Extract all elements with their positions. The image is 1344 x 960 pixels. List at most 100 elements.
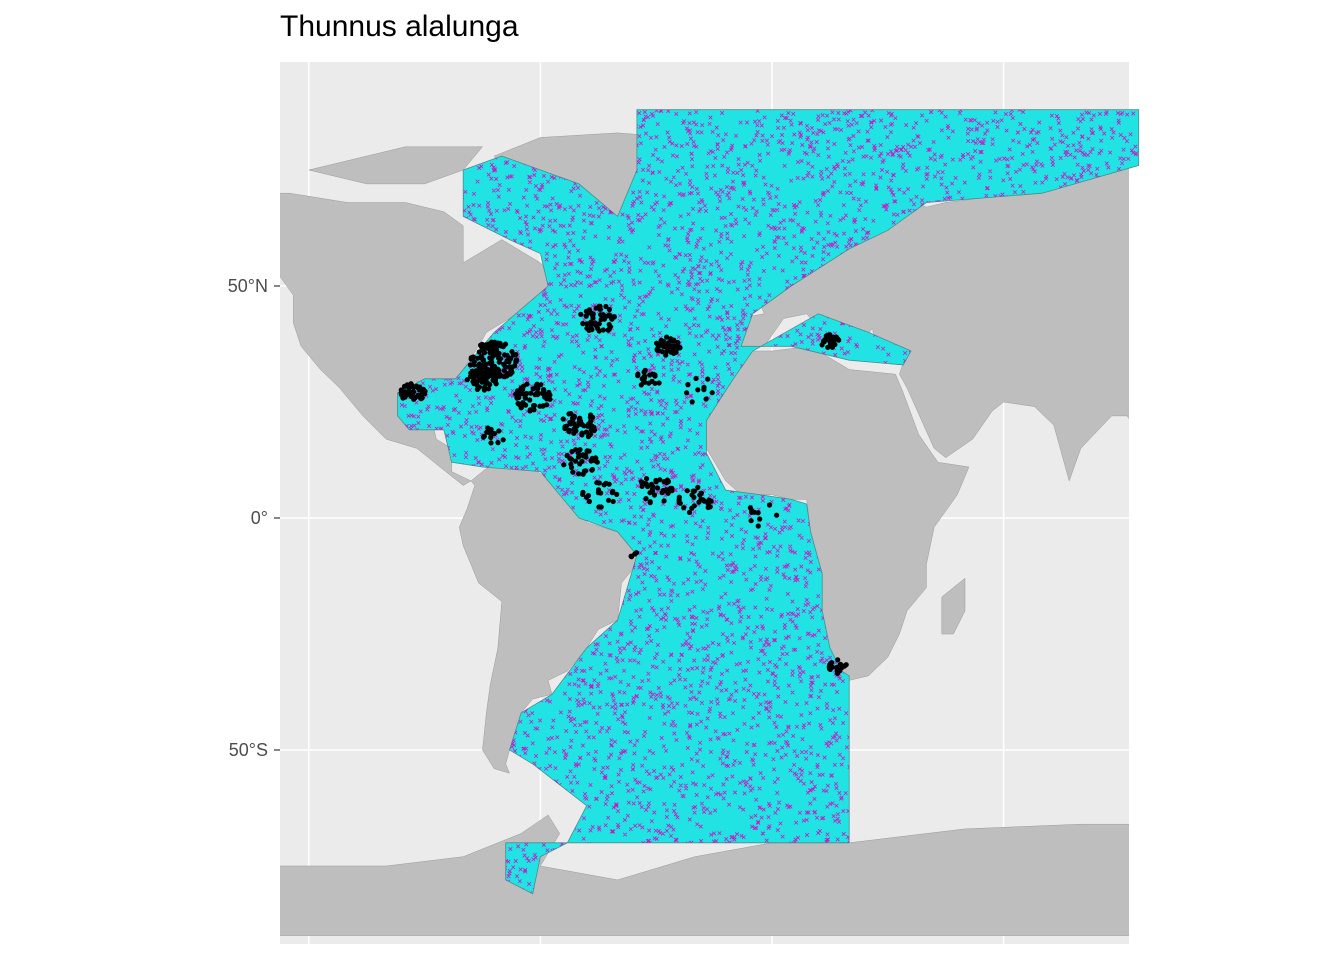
occurrence-point xyxy=(567,419,573,426)
occurrence-point xyxy=(497,340,503,346)
occurrence-point xyxy=(685,382,691,388)
occurrence-point xyxy=(643,481,649,487)
occurrence-point xyxy=(572,458,579,464)
occurrence-point xyxy=(488,434,494,441)
occurrence-point xyxy=(537,403,543,409)
occurrence-point xyxy=(496,359,502,365)
occurrence-point xyxy=(705,376,711,382)
occurrence-point xyxy=(566,428,572,435)
occurrence-point xyxy=(531,407,537,413)
occurrence-point xyxy=(530,386,536,392)
occurrence-point xyxy=(827,338,833,344)
occurrence-point xyxy=(575,454,582,460)
occurrence-point xyxy=(584,321,590,327)
occurrence-point xyxy=(596,321,602,327)
occurrence-point xyxy=(835,657,841,663)
occurrence-point xyxy=(748,518,754,524)
occurrence-point xyxy=(506,359,512,365)
occurrence-point xyxy=(681,505,687,511)
occurrence-point xyxy=(664,334,670,340)
occurrence-point xyxy=(663,352,669,358)
occurrence-point xyxy=(481,350,488,356)
occurrence-point xyxy=(500,437,506,443)
occurrence-point xyxy=(421,390,427,396)
occurrence-point xyxy=(575,450,581,456)
occurrence-point xyxy=(417,384,423,390)
occurrence-points xyxy=(398,303,849,676)
occurrence-point xyxy=(464,377,470,383)
occurrence-point xyxy=(684,488,690,494)
occurrence-point xyxy=(598,490,604,496)
occurrence-point xyxy=(496,355,502,361)
occurrence-point xyxy=(491,375,497,381)
occurrence-point xyxy=(534,390,540,396)
occurrence-point xyxy=(476,384,483,390)
occurrence-point xyxy=(487,355,493,361)
occurrence-point xyxy=(577,416,583,422)
occurrence-point xyxy=(486,360,492,366)
occurrence-point xyxy=(669,485,675,491)
occurrence-point xyxy=(693,375,699,382)
occurrence-point xyxy=(472,378,479,384)
occurrence-point xyxy=(649,486,656,492)
land-madagascar xyxy=(941,577,966,635)
occurrence-point xyxy=(400,395,406,401)
occurrence-point xyxy=(592,320,598,326)
occurrence-point xyxy=(600,327,606,333)
occurrence-point xyxy=(480,434,487,440)
occurrence-point xyxy=(496,428,502,434)
occurrence-point xyxy=(527,397,533,403)
occurrence-point xyxy=(606,306,613,313)
occurrence-point xyxy=(585,434,592,440)
occurrence-point xyxy=(583,313,589,319)
occurrence-point xyxy=(827,332,833,338)
occurrence-point xyxy=(703,396,709,402)
occurrence-point xyxy=(477,366,483,372)
occurrence-point xyxy=(481,371,487,377)
occurrence-point xyxy=(583,308,590,314)
occurrence-point xyxy=(585,493,592,499)
occurrence-point xyxy=(586,448,592,454)
occurrence-point xyxy=(486,386,492,392)
occurrence-point xyxy=(471,362,477,368)
y-tick-label: 50°N xyxy=(228,276,268,296)
occurrence-point xyxy=(819,342,825,348)
occurrence-point xyxy=(469,368,476,374)
map-title: Thunnus alalunga xyxy=(280,10,519,43)
occurrence-point xyxy=(652,380,658,386)
occurrence-point xyxy=(592,458,598,464)
occurrence-point xyxy=(571,426,577,432)
occurrence-point xyxy=(831,336,837,342)
occurrence-point xyxy=(657,477,663,483)
occurrence-point xyxy=(648,481,655,487)
occurrence-point xyxy=(767,502,773,508)
occurrence-point xyxy=(675,339,681,346)
occurrence-point xyxy=(562,424,568,430)
occurrence-point xyxy=(534,383,541,389)
occurrence-point xyxy=(677,345,683,351)
occurrence-point xyxy=(528,390,534,396)
occurrence-point xyxy=(494,343,500,350)
occurrence-point xyxy=(580,491,586,497)
occurrence-point xyxy=(568,461,574,467)
land-africa xyxy=(706,346,970,681)
occurrence-point xyxy=(666,342,672,349)
occurrence-point xyxy=(701,384,707,390)
occurrence-point xyxy=(482,384,488,390)
occurrence-point xyxy=(401,383,408,389)
occurrence-point xyxy=(606,497,612,503)
occurrence-point xyxy=(643,496,649,502)
occurrence-point xyxy=(601,482,607,488)
occurrence-point xyxy=(755,510,761,516)
occurrence-point xyxy=(647,500,653,506)
occurrence-point xyxy=(684,390,690,396)
occurrence-point xyxy=(686,509,693,515)
occurrence-point xyxy=(598,316,604,322)
occurrence-point xyxy=(639,480,645,486)
occurrence-point xyxy=(579,432,585,438)
occurrence-point xyxy=(695,484,701,490)
occurrence-point xyxy=(485,345,491,351)
occurrence-point xyxy=(560,416,566,422)
occurrence-point xyxy=(522,395,529,401)
occurrence-point xyxy=(520,386,526,392)
